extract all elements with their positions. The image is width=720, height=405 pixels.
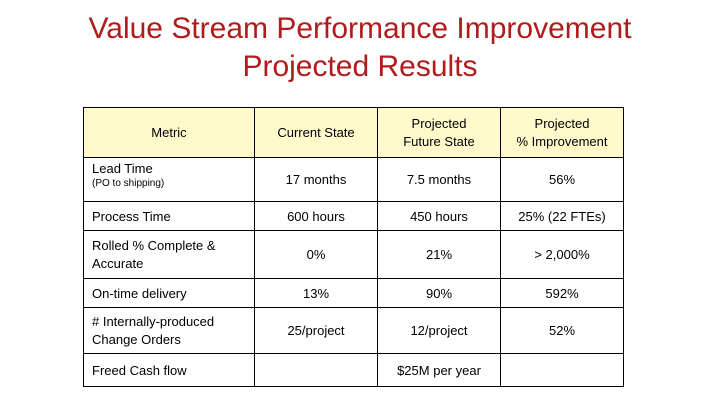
header-future-line-2: Future State (403, 133, 475, 149)
table-header-row: Metric Current State Projected Future St… (83, 107, 624, 158)
header-current-state: Current State (254, 107, 378, 158)
improvement-value (500, 353, 624, 387)
header-future-line-1: Projected (411, 115, 467, 131)
improvement-value: 25% (22 FTEs) (500, 201, 624, 231)
header-future-state: Projected Future State (377, 107, 501, 158)
metric-label: Freed Cash flow (83, 353, 255, 387)
current-value: 0% (254, 230, 378, 279)
improvement-value: 56% (500, 157, 624, 202)
table-row: # Internally-produced Change Orders 25/p… (83, 307, 624, 354)
current-value: 13% (254, 278, 378, 308)
slide-title-line-2: Projected Results (242, 50, 478, 83)
table-row: On-time delivery 13% 90% 592% (83, 278, 624, 308)
current-value: 17 months (254, 157, 378, 202)
header-metric: Metric (83, 107, 255, 158)
table-row: Freed Cash flow $25M per year (83, 353, 624, 387)
future-value: 7.5 months (377, 157, 501, 202)
future-value: 90% (377, 278, 501, 308)
metric-label-line-2: Accurate (92, 255, 144, 271)
header-improvement-line-1: Projected (534, 115, 590, 131)
metric-label: On-time delivery (83, 278, 255, 308)
metric-label-line-1: # Internally-produced (92, 313, 215, 329)
improvement-value: 592% (500, 278, 624, 308)
metric-label: Process Time (83, 201, 255, 231)
future-value: 21% (377, 230, 501, 279)
future-value: $25M per year (377, 353, 501, 387)
table-row: Lead Time (PO to shipping) 17 months 7.5… (83, 157, 624, 202)
metric-cell: Lead Time (PO to shipping) (83, 157, 255, 202)
current-value (254, 353, 378, 387)
table-row: Process Time 600 hours 450 hours 25% (22… (83, 201, 624, 231)
metric-label: Lead Time (92, 161, 153, 176)
metric-sublabel: (PO to shipping) (92, 178, 165, 189)
current-value: 600 hours (254, 201, 378, 231)
improvement-value: 52% (500, 307, 624, 354)
header-improvement-line-2: % Improvement (516, 133, 608, 149)
future-value: 12/project (377, 307, 501, 354)
slide-title-line-1: Value Stream Performance Improvement (88, 12, 632, 45)
future-value: 450 hours (377, 201, 501, 231)
results-table: Metric Current State Projected Future St… (83, 107, 624, 387)
header-improvement: Projected % Improvement (500, 107, 624, 158)
metric-label-line-1: Rolled % Complete & (92, 237, 216, 253)
slide-title: Value Stream Performance Improvement Pro… (0, 10, 720, 86)
improvement-value: > 2,000% (500, 230, 624, 279)
table-row: Rolled % Complete & Accurate 0% 21% > 2,… (83, 230, 624, 279)
metric-cell: Rolled % Complete & Accurate (83, 230, 255, 279)
current-value: 25/project (254, 307, 378, 354)
metric-cell: # Internally-produced Change Orders (83, 307, 255, 354)
metric-label-line-2: Change Orders (92, 331, 181, 347)
